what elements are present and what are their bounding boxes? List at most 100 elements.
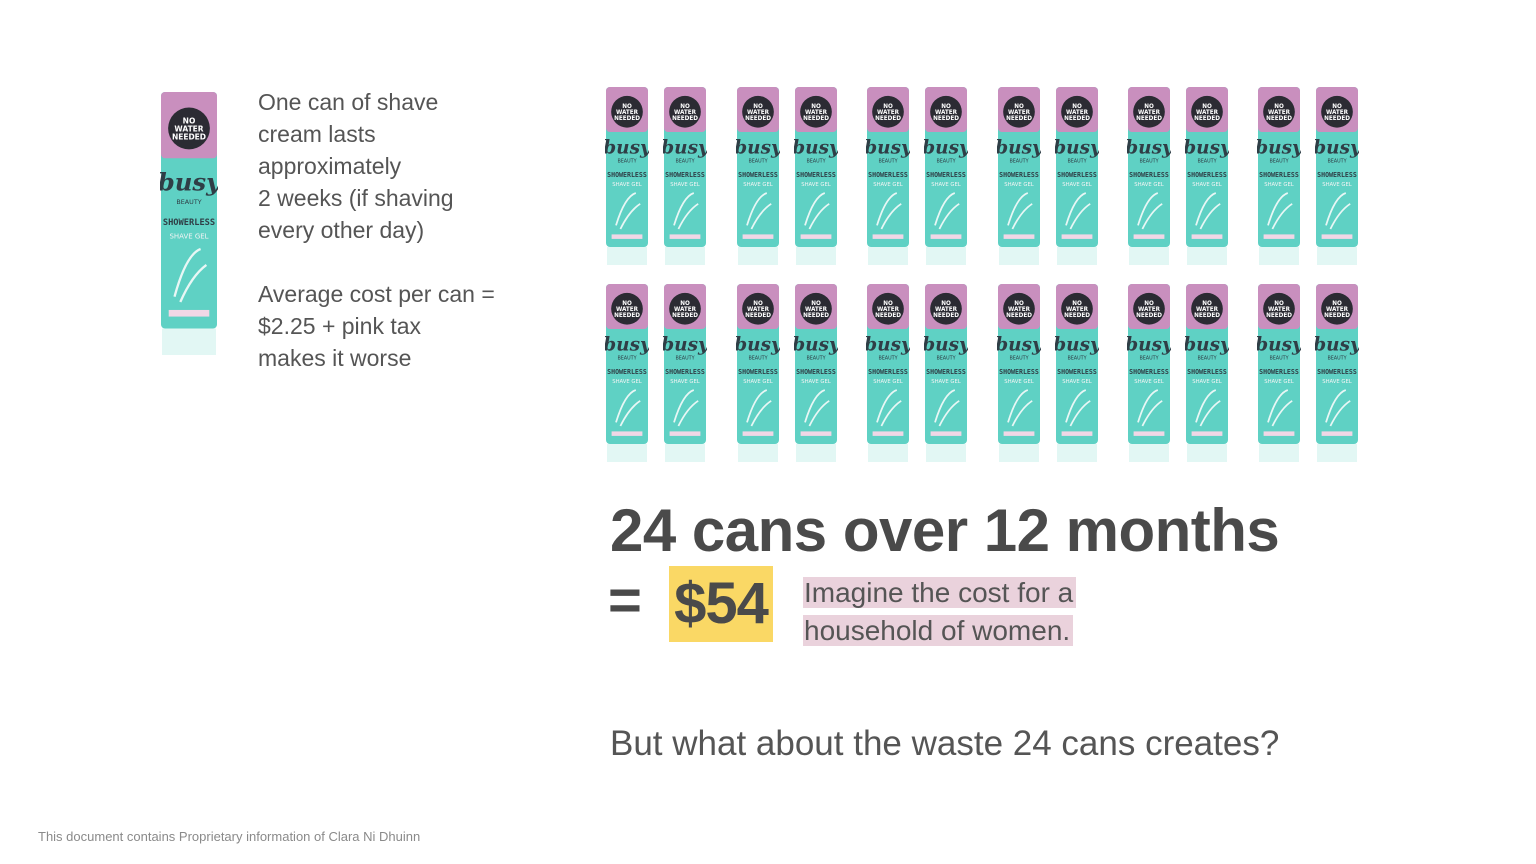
label-strip: [669, 431, 701, 436]
badge-text: NEEDED: [1064, 116, 1090, 122]
brand-logo: busy: [1127, 334, 1171, 355]
badge-text: WATER: [174, 124, 203, 133]
label-strip: [168, 309, 210, 317]
can-duration-text: One can of shave cream lasts approximate…: [258, 89, 454, 243]
badge-text: NEEDED: [672, 116, 698, 122]
legs-illustration-icon: [746, 192, 772, 230]
badge-text: WATER: [616, 110, 639, 116]
can-reflection: [607, 444, 647, 462]
can-reflection: [1259, 247, 1299, 265]
legs-illustration-icon: [173, 247, 208, 303]
product-name: SHOWERLESS: [607, 171, 647, 179]
label-strip: [1191, 234, 1223, 239]
brand-logo: busy: [997, 334, 1041, 355]
label-strip: [669, 234, 701, 239]
no-water-badge-icon: [1003, 95, 1035, 128]
badge-text: NEEDED: [1266, 116, 1292, 122]
label-strip: [800, 234, 832, 239]
no-water-badge-icon: [669, 95, 701, 128]
can-reflection: [1259, 444, 1299, 462]
product-name: SHOWERLESS: [738, 368, 778, 376]
no-water-badge-icon: [800, 95, 832, 128]
equals-sign: =: [608, 568, 642, 633]
product-name: SHOWERLESS: [1129, 171, 1169, 179]
badge-text: NO: [753, 104, 763, 110]
badge-text: NO: [183, 117, 196, 126]
no-water-badge-icon: [930, 292, 962, 325]
badge-text: NO: [1144, 301, 1154, 307]
label-strip: [1133, 431, 1165, 436]
badge-text: NO: [1332, 301, 1342, 307]
can-reflection: [796, 247, 836, 265]
can-reflection: [738, 247, 778, 265]
badge-text: WATER: [1138, 110, 1161, 116]
product-subname: SHAVE GEL: [801, 182, 831, 188]
badge-text: NO: [1014, 104, 1024, 110]
product-subname: SHAVE GEL: [670, 379, 700, 385]
badge-text: NO: [1202, 301, 1212, 307]
product-name: SHOWERLESS: [1057, 171, 1097, 179]
badge-text: NEEDED: [1136, 313, 1162, 319]
no-water-badge-icon: [1061, 292, 1093, 325]
badge-text: NO: [1072, 104, 1082, 110]
brand-logo: busy: [605, 334, 649, 355]
no-water-badge-icon: [1321, 292, 1353, 325]
label-strip: [1263, 431, 1295, 436]
brand-sub-text: BEAUTY: [675, 355, 694, 361]
product-subname: SHAVE GEL: [1192, 182, 1222, 188]
legs-illustration-icon: [1007, 192, 1033, 230]
can-reflection: [1187, 247, 1227, 265]
product-subname: SHAVE GEL: [743, 379, 773, 385]
brand-logo: busy: [794, 137, 838, 158]
brand-sub-text: BEAUTY: [748, 355, 767, 361]
can-reflection: [665, 444, 705, 462]
no-water-badge-icon: [1263, 292, 1295, 325]
brand-logo: busy: [1055, 334, 1099, 355]
can-reflection: [1187, 444, 1227, 462]
brand-logo: busy: [160, 168, 218, 197]
badge-text: NO: [1332, 104, 1342, 110]
brand-logo: busy: [794, 334, 838, 355]
brand-sub-text: BEAUTY: [806, 158, 825, 164]
brand-logo: busy: [997, 137, 1041, 158]
badge-text: NEEDED: [933, 116, 959, 122]
label-strip: [1003, 431, 1035, 436]
product-subname: SHAVE GEL: [1322, 379, 1352, 385]
brand-sub-text: BEAUTY: [1269, 158, 1288, 164]
no-water-badge-icon: [1061, 95, 1093, 128]
badge-text: NO: [680, 301, 690, 307]
badge-text: NEEDED: [875, 313, 901, 319]
can-reflection: [868, 444, 908, 462]
product-name: SHOWERLESS: [796, 368, 836, 376]
badge-text: NEEDED: [1194, 313, 1220, 319]
product-name: SHOWERLESS: [796, 171, 836, 179]
badge-text: WATER: [616, 307, 639, 313]
product-name: SHOWERLESS: [999, 368, 1039, 376]
legs-illustration-icon: [1195, 192, 1221, 230]
badge-text: WATER: [747, 110, 770, 116]
product-subname: SHAVE GEL: [1134, 379, 1164, 385]
brand-sub-text: BEAUTY: [806, 355, 825, 361]
badge-text: NO: [1072, 301, 1082, 307]
badge-text: WATER: [674, 307, 697, 313]
badge-text: WATER: [877, 307, 900, 313]
no-water-badge-icon: [930, 95, 962, 128]
can-reflection: [1129, 247, 1169, 265]
legs-illustration-icon: [1137, 192, 1163, 230]
badge-text: NEEDED: [803, 313, 829, 319]
badge-text: WATER: [1066, 307, 1089, 313]
product-name: SHOWERLESS: [1129, 368, 1169, 376]
badge-text: NO: [1274, 104, 1284, 110]
can-reflection: [868, 247, 908, 265]
brand-logo: busy: [1257, 137, 1301, 158]
brand-sub-text: BEAUTY: [176, 198, 201, 206]
badge-text: NO: [622, 104, 632, 110]
